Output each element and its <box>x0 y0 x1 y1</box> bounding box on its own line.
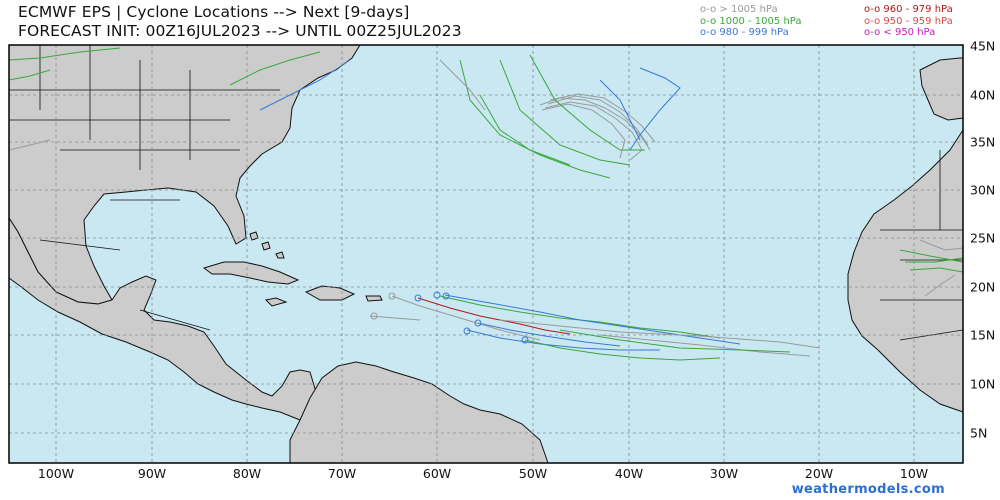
lat-label-5n: 5N <box>970 425 988 441</box>
lon-label-30w: 30W <box>709 466 739 481</box>
lat-label-30n: 30N <box>970 182 996 198</box>
land-central-america <box>8 216 332 426</box>
lon-label-50w: 50W <box>518 466 548 481</box>
title-block: ECMWF EPS | Cyclone Locations --> Next [… <box>18 3 462 41</box>
pressure-legend-left: o-o > 1005 hPa o-o 1000 - 1005 hPa o-o 9… <box>700 4 801 39</box>
land-iberia <box>919 57 964 121</box>
credit-watermark: weathermodels.com <box>791 482 945 497</box>
lon-label-10w: 10W <box>899 466 929 481</box>
land-cuba <box>202 261 300 285</box>
land-africa <box>847 128 964 413</box>
legend-item-1000-1005: o-o 1000 - 1005 hPa <box>700 15 802 27</box>
legend-item-gt1005: o-o > 1005 hPa <box>700 4 778 15</box>
lon-label-100w: 100W <box>37 466 75 481</box>
lon-label-80w: 80W <box>232 466 262 481</box>
lat-label-20n: 20N <box>970 279 996 295</box>
legend-item-960-979: o-o 960 - 979 hPa <box>864 4 953 15</box>
lon-label-40w: 40W <box>614 466 644 481</box>
chart-title: ECMWF EPS | Cyclone Locations --> Next [… <box>18 3 410 21</box>
pressure-legend-right: o-o 960 - 979 hPa o-o 950 - 959 hPa o-o … <box>864 4 953 39</box>
land-hispaniola <box>304 285 356 301</box>
tracks-north-atlantic-cluster <box>439 54 681 179</box>
lat-lon-grid <box>9 45 963 463</box>
legend-item-950-959: o-o 950 - 959 hPa <box>864 15 953 27</box>
forecast-init-line: FORECAST INIT: 00Z16JUL2023 --> UNTIL 00… <box>18 22 462 40</box>
lon-label-60w: 60W <box>422 466 452 481</box>
tracks-north-america <box>8 47 351 151</box>
lat-label-15n: 15N <box>970 327 996 343</box>
lat-label-40n: 40N <box>970 87 996 103</box>
track-start-markers <box>370 291 529 344</box>
land-puerto-rico <box>365 295 383 302</box>
lat-label-25n: 25N <box>970 230 996 246</box>
map-frame <box>8 44 964 464</box>
landmasses <box>8 44 964 464</box>
legend-item-lt950: o-o < 950 hPa <box>864 27 936 38</box>
lat-label-35n: 35N <box>970 134 996 150</box>
land-jamaica <box>264 297 288 307</box>
tracks-main-development-region <box>369 294 821 361</box>
legend-item-980-999: o-o 980 - 999 hPa <box>700 27 789 38</box>
lon-label-20w: 20W <box>804 466 834 481</box>
lat-label-10n: 10N <box>970 376 996 392</box>
tracks-africa <box>899 239 964 297</box>
political-borders <box>9 45 964 341</box>
lon-label-70w: 70W <box>327 466 357 481</box>
lat-label-45n: 45N <box>970 38 996 54</box>
lon-label-90w: 90W <box>137 466 167 481</box>
